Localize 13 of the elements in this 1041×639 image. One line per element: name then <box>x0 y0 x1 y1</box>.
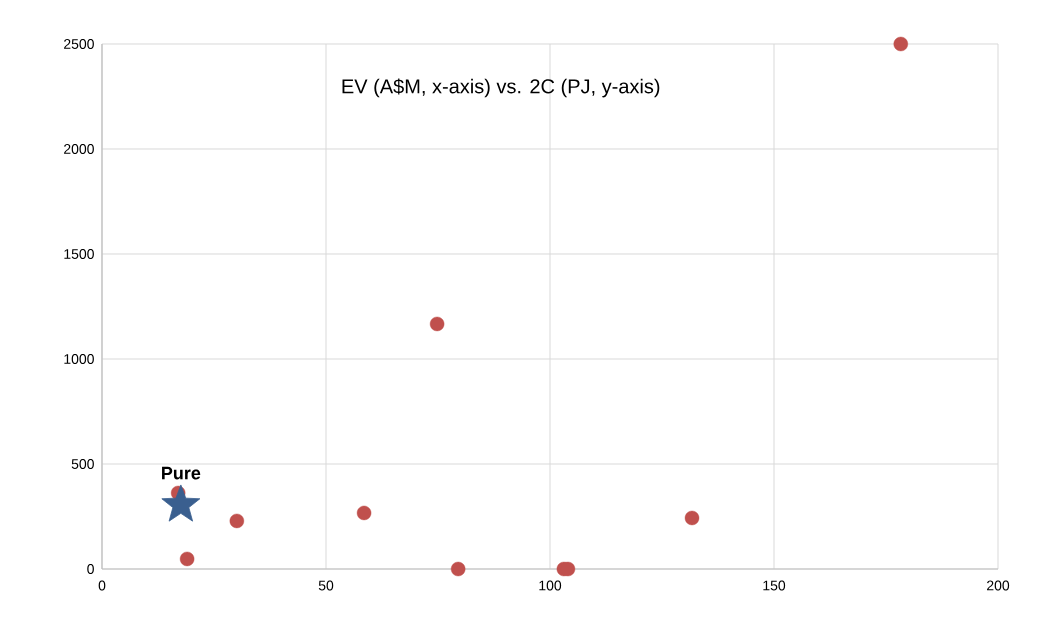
y-tick-label: 0 <box>87 564 94 574</box>
x-tick-label: 200 <box>987 580 1010 591</box>
y-tick-label: 2000 <box>64 144 94 154</box>
y-tick-label: 1000 <box>64 354 94 364</box>
x-tick-label: 0 <box>98 580 106 591</box>
series-label: Pure <box>162 466 201 480</box>
x-tick-label: 50 <box>318 580 334 591</box>
x-tick-label: 100 <box>539 580 562 591</box>
text: EV (A$M, x-axis) vs. 2C (PJ, y-axis) <box>342 78 660 98</box>
y-tick-label: 500 <box>71 459 94 469</box>
x-tick-label: 150 <box>763 580 786 591</box>
y-tick-label: 2500 <box>64 39 94 49</box>
y-tick-label: 1500 <box>64 249 94 259</box>
